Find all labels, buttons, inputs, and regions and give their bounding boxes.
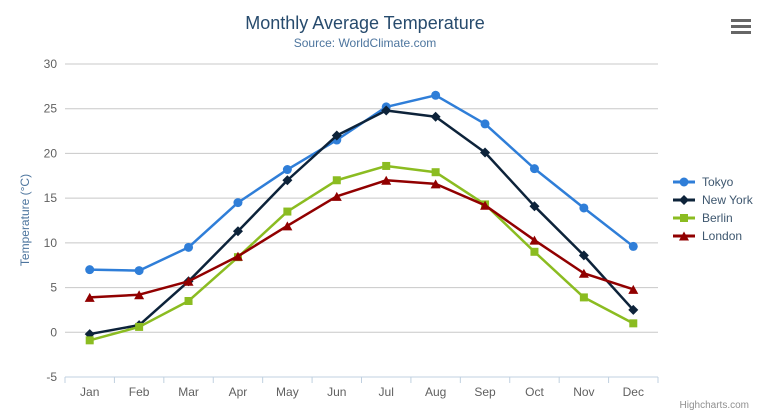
data-point-circle[interactable] [431, 90, 441, 100]
data-point-square[interactable] [431, 168, 440, 177]
data-point-square[interactable] [332, 176, 341, 185]
x-axis-tick-label: Dec [623, 385, 644, 399]
data-point-square[interactable] [85, 336, 94, 345]
data-point-circle[interactable] [579, 203, 589, 213]
data-point-square[interactable] [530, 247, 539, 256]
data-point-diamond[interactable] [282, 175, 293, 186]
data-point-diamond[interactable] [381, 105, 392, 116]
legend-marker-diamond-icon [673, 195, 695, 205]
legend-label: Berlin [702, 211, 733, 225]
y-axis-tick-label: 15 [44, 191, 58, 205]
x-axis-tick-label: Sep [474, 385, 496, 399]
y-axis-tick-label: 10 [44, 236, 58, 250]
chart-title: Monthly Average Temperature [245, 13, 485, 33]
data-point-triangle[interactable] [679, 231, 689, 241]
x-axis-tick-label: Jan [80, 385, 99, 399]
series-line [88, 179, 635, 299]
y-axis-tick-label: 5 [50, 281, 57, 295]
y-axis-tick-label: 30 [44, 57, 58, 71]
x-axis-tick-label: Aug [425, 385, 446, 399]
data-point-diamond[interactable] [430, 111, 441, 122]
data-point-circle[interactable] [480, 119, 490, 129]
data-point-circle[interactable] [184, 242, 194, 252]
data-point-square[interactable] [579, 293, 588, 302]
x-axis-tick-label: Jul [379, 385, 394, 399]
data-point-circle[interactable] [628, 241, 638, 251]
data-point-square[interactable] [135, 322, 144, 331]
legend-marker-square-icon [673, 214, 695, 222]
y-axis-title: Temperature (°C) [18, 173, 32, 267]
hamburger-bar [731, 25, 751, 28]
data-point-square[interactable] [382, 161, 391, 170]
data-point-circle[interactable] [233, 198, 243, 208]
x-axis-tick-label: Jun [327, 385, 346, 399]
legend-marker-circle-icon [673, 177, 695, 187]
data-point-triangle[interactable] [381, 175, 392, 185]
data-point-square[interactable] [680, 214, 688, 222]
y-axis-tick-label: -5 [46, 370, 57, 384]
legend-label: Tokyo [702, 175, 734, 189]
data-point-triangle[interactable] [183, 276, 194, 286]
legend-item-london[interactable]: London [673, 229, 753, 243]
legend-item-tokyo[interactable]: Tokyo [673, 175, 753, 189]
data-point-triangle[interactable] [331, 191, 342, 201]
data-point-triangle[interactable] [282, 221, 293, 231]
x-axis-tick-label: Feb [129, 385, 150, 399]
x-axis-tick-label: Apr [229, 385, 248, 399]
series-line [88, 94, 635, 272]
data-point-circle[interactable] [529, 164, 539, 174]
series-line [88, 164, 635, 342]
data-point-circle[interactable] [679, 177, 689, 187]
x-axis-tick-label: Oct [525, 385, 544, 399]
data-point-circle[interactable] [282, 165, 292, 175]
hamburger-bar [731, 19, 751, 22]
data-point-diamond[interactable] [232, 226, 243, 237]
hamburger-icon[interactable] [731, 19, 751, 34]
series-london [84, 175, 639, 302]
credits-link[interactable]: Highcharts.com [679, 400, 749, 411]
data-point-triangle[interactable] [430, 179, 441, 189]
data-point-triangle[interactable] [84, 292, 95, 302]
data-point-diamond[interactable] [331, 130, 342, 141]
x-axis-tick-label: Mar [178, 385, 199, 399]
series-line [88, 109, 635, 336]
data-point-square[interactable] [184, 296, 193, 305]
data-point-triangle[interactable] [232, 251, 243, 261]
series-new-york [84, 105, 639, 340]
data-point-diamond[interactable] [529, 201, 540, 212]
x-axis-tick-label: Nov [573, 385, 594, 399]
data-point-diamond[interactable] [578, 250, 589, 261]
data-point-diamond[interactable] [480, 147, 491, 158]
legend-item-new-york[interactable]: New York [673, 193, 753, 207]
x-axis-tick-label: May [276, 385, 299, 399]
legend-label: New York [702, 193, 753, 207]
data-point-triangle[interactable] [480, 200, 491, 210]
legend: Tokyo New York Berlin London [673, 175, 753, 243]
data-point-triangle[interactable] [628, 284, 639, 294]
data-point-diamond[interactable] [628, 304, 639, 315]
data-point-triangle[interactable] [529, 235, 540, 245]
y-axis-tick-label: 20 [44, 146, 58, 160]
y-axis-tick-label: 25 [44, 102, 58, 116]
y-axis-tick-label: 0 [50, 325, 57, 339]
chart-subtitle: Source: WorldClimate.com [293, 36, 437, 50]
data-point-square[interactable] [283, 207, 292, 216]
data-point-square[interactable] [629, 319, 638, 328]
legend-item-berlin[interactable]: Berlin [673, 211, 753, 225]
data-point-diamond[interactable] [679, 195, 689, 205]
data-point-triangle[interactable] [134, 290, 145, 300]
hamburger-bar [731, 31, 751, 34]
data-point-triangle[interactable] [578, 268, 589, 278]
data-point-circle[interactable] [85, 265, 95, 275]
data-point-circle[interactable] [134, 266, 144, 276]
legend-label: London [702, 229, 743, 243]
legend-marker-triangle-icon [673, 231, 695, 241]
series-tokyo [85, 90, 638, 276]
